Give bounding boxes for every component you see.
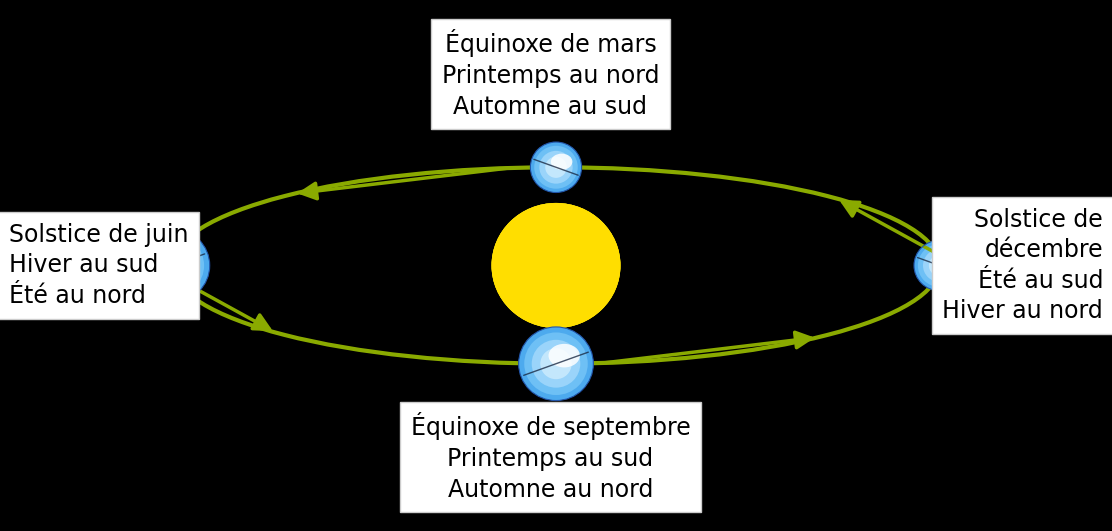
Ellipse shape xyxy=(929,255,951,276)
Ellipse shape xyxy=(539,151,573,184)
Ellipse shape xyxy=(157,250,188,281)
Ellipse shape xyxy=(148,242,197,289)
Ellipse shape xyxy=(550,153,573,170)
Ellipse shape xyxy=(934,252,956,268)
Ellipse shape xyxy=(923,249,956,282)
Ellipse shape xyxy=(492,203,620,328)
Ellipse shape xyxy=(534,146,578,189)
Ellipse shape xyxy=(530,142,582,193)
Ellipse shape xyxy=(540,348,572,379)
Text: Solstice de juin
Hiver au sud
Été au nord: Solstice de juin Hiver au sud Été au nor… xyxy=(9,223,188,308)
Text: Solstice de
décembre
Été au sud
Hiver au nord: Solstice de décembre Été au sud Hiver au… xyxy=(942,208,1103,323)
Ellipse shape xyxy=(140,234,205,297)
Ellipse shape xyxy=(524,332,588,395)
Text: Équinoxe de mars
Printemps au nord
Automne au sud: Équinoxe de mars Printemps au nord Autom… xyxy=(441,29,659,118)
Ellipse shape xyxy=(165,246,197,269)
Text: Équinoxe de septembre
Printemps au sud
Automne au nord: Équinoxe de septembre Printemps au sud A… xyxy=(410,413,691,502)
Ellipse shape xyxy=(492,203,620,328)
Ellipse shape xyxy=(917,244,962,287)
Ellipse shape xyxy=(532,340,580,388)
Ellipse shape xyxy=(135,229,210,302)
Ellipse shape xyxy=(545,157,567,178)
Ellipse shape xyxy=(914,240,965,291)
Ellipse shape xyxy=(518,327,594,400)
Ellipse shape xyxy=(492,203,620,328)
Ellipse shape xyxy=(548,344,580,367)
